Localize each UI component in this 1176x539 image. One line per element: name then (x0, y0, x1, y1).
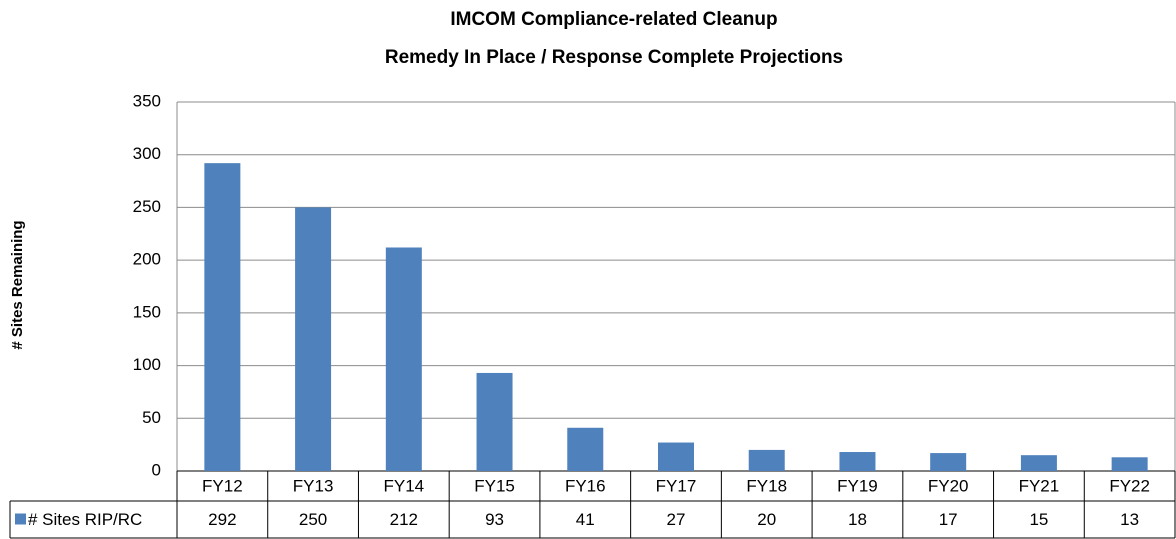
x-tick-label: FY12 (202, 476, 243, 495)
table-value: 27 (667, 510, 686, 529)
y-tick-label: 0 (152, 460, 161, 479)
y-tick-label: 50 (142, 408, 161, 427)
bar (658, 442, 694, 471)
x-tick-label: FY20 (928, 476, 969, 495)
y-tick-label: 250 (133, 197, 161, 216)
y-tick-label: 100 (133, 355, 161, 374)
table-value: 13 (1120, 510, 1139, 529)
legend-label: # Sites RIP/RC (28, 510, 142, 529)
table-value: 41 (576, 510, 595, 529)
x-tick-label: FY14 (383, 476, 424, 495)
y-axis-label: # Sites Remaining (9, 220, 26, 349)
x-tick-label: FY17 (656, 476, 697, 495)
bar (839, 452, 876, 471)
table-value: 250 (299, 510, 327, 529)
table-value: 292 (208, 510, 236, 529)
y-tick-label: 150 (133, 302, 161, 321)
chart-title: IMCOM Compliance-related Cleanup (450, 9, 777, 30)
table-value: 93 (485, 510, 504, 529)
bar (476, 372, 513, 471)
bar (930, 453, 967, 471)
x-tick-label: FY16 (565, 476, 606, 495)
legend-swatch (15, 513, 26, 525)
x-tick-label: FY21 (1019, 476, 1060, 495)
bar (204, 163, 241, 472)
bar (1111, 457, 1148, 471)
table-value: 15 (1029, 510, 1048, 529)
x-tick-label: FY13 (293, 476, 334, 495)
table-value: 17 (939, 510, 958, 529)
bar (567, 427, 604, 471)
bar (385, 247, 422, 471)
x-tick-label: FY15 (474, 476, 515, 495)
table-value: 20 (757, 510, 776, 529)
table-value: 18 (848, 510, 867, 529)
bar (748, 449, 785, 471)
y-tick-label: 300 (133, 144, 161, 163)
chart-subtitle: Remedy In Place / Response Complete Proj… (385, 47, 843, 68)
table-value: 212 (390, 510, 418, 529)
y-tick-label: 200 (133, 250, 161, 269)
bar (1020, 455, 1057, 471)
y-tick-label: 350 (133, 91, 161, 110)
x-tick-label: FY18 (746, 476, 787, 495)
bar (295, 207, 332, 471)
x-tick-label: FY19 (837, 476, 878, 495)
x-tick-label: FY22 (1109, 476, 1150, 495)
